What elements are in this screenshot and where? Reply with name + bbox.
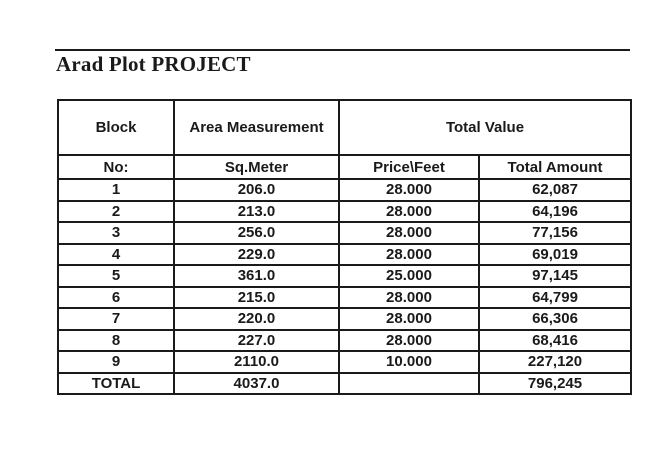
area-cell: 256.0 (173, 221, 340, 245)
amount-cell: 68,416 (477, 328, 633, 352)
amount-cell: 66,306 (477, 307, 633, 331)
price-cell: 28.000 (338, 328, 480, 352)
header-no: No: (57, 154, 175, 180)
table-row: 1 206.0 28.000 62,087 (57, 178, 633, 202)
amount-cell: 77,156 (477, 221, 633, 245)
block-no-cell: 8 (57, 328, 175, 352)
table-row: 7 220.0 28.000 66,306 (57, 307, 633, 331)
header-area-measurement: Area Measurement (173, 99, 340, 156)
plot-table: Block Area Measurement Total Value No: S… (57, 99, 633, 395)
total-label-cell: TOTAL (57, 371, 175, 395)
header-block: Block (57, 99, 175, 156)
block-no-cell: 7 (57, 307, 175, 331)
amount-cell: 64,196 (477, 199, 633, 223)
area-cell: 215.0 (173, 285, 340, 309)
block-no-cell: 1 (57, 178, 175, 202)
total-row: TOTAL 4037.0 796,245 (57, 371, 633, 395)
area-cell: 213.0 (173, 199, 340, 223)
block-no-cell: 5 (57, 264, 175, 288)
total-price-cell (338, 371, 480, 395)
title-rule (55, 49, 630, 51)
page-title: Arad Plot PROJECT (56, 52, 251, 76)
table-header-row-2: No: Sq.Meter Price\Feet Total Amount (57, 154, 633, 180)
header-total-value: Total Value (337, 99, 633, 156)
table-row: 9 2110.0 10.000 227,120 (57, 350, 633, 374)
price-cell: 25.000 (338, 264, 480, 288)
header-price-feet: Price\Feet (338, 154, 480, 180)
price-cell: 28.000 (338, 285, 480, 309)
table-header-row-1: Block Area Measurement Total Value (57, 99, 633, 156)
total-area-cell: 4037.0 (173, 371, 340, 395)
price-cell: 28.000 (338, 221, 480, 245)
block-no-cell: 4 (57, 242, 175, 266)
amount-cell: 62,087 (477, 178, 633, 202)
amount-cell: 227,120 (477, 350, 633, 374)
table-row: 5 361.0 25.000 97,145 (57, 264, 633, 288)
area-cell: 206.0 (173, 178, 340, 202)
price-cell: 28.000 (338, 199, 480, 223)
area-cell: 361.0 (173, 264, 340, 288)
block-no-cell: 2 (57, 199, 175, 223)
amount-cell: 69,019 (477, 242, 633, 266)
area-cell: 227.0 (173, 328, 340, 352)
block-no-cell: 3 (57, 221, 175, 245)
amount-cell: 97,145 (477, 264, 633, 288)
amount-cell: 64,799 (477, 285, 633, 309)
block-no-cell: 9 (57, 350, 175, 374)
price-cell: 28.000 (338, 307, 480, 331)
table-row: 3 256.0 28.000 77,156 (57, 221, 633, 245)
table-row: 8 227.0 28.000 68,416 (57, 328, 633, 352)
block-no-cell: 6 (57, 285, 175, 309)
price-cell: 28.000 (338, 242, 480, 266)
header-total-amount: Total Amount (477, 154, 633, 180)
price-cell: 28.000 (338, 178, 480, 202)
table-row: 6 215.0 28.000 64,799 (57, 285, 633, 309)
header-sq-meter: Sq.Meter (173, 154, 340, 180)
price-cell: 10.000 (338, 350, 480, 374)
area-cell: 229.0 (173, 242, 340, 266)
area-cell: 220.0 (173, 307, 340, 331)
area-cell: 2110.0 (173, 350, 340, 374)
total-amount-cell: 796,245 (477, 371, 633, 395)
table-row: 2 213.0 28.000 64,196 (57, 199, 633, 223)
table-row: 4 229.0 28.000 69,019 (57, 242, 633, 266)
